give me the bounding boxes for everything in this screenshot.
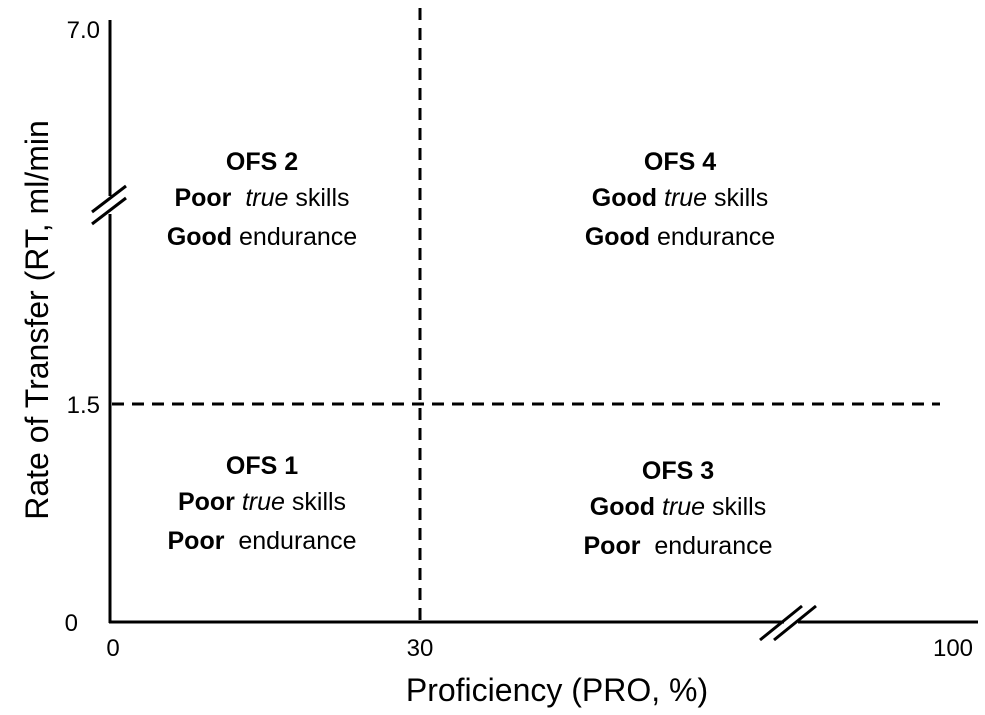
text-segment: Good bbox=[590, 493, 655, 521]
y-axis-title: Rate of Transfer (RT, ml/min bbox=[19, 120, 55, 520]
y-break-mark bbox=[91, 196, 127, 226]
quadrant-labels: OFS 2 Poor true skills Good endurance OFS 4… bbox=[167, 148, 775, 560]
text-segment: Poor bbox=[168, 527, 225, 555]
text-segment: true bbox=[657, 184, 707, 212]
quadrant-title: OFS 3 bbox=[642, 457, 714, 485]
x-tick-label: 100 bbox=[933, 635, 973, 662]
quadrant-line: Poor endurance bbox=[584, 532, 773, 560]
text-segment: endurance bbox=[650, 223, 775, 251]
x-tick-label: 30 bbox=[407, 635, 434, 662]
y-tick-label: 7.0 bbox=[67, 17, 100, 44]
quadrant-line: Poor true skills bbox=[178, 488, 346, 516]
x-axis-title: Proficiency (PRO, %) bbox=[406, 672, 708, 708]
quadrant-line: Good endurance bbox=[167, 223, 357, 251]
quadrant-line: Good endurance bbox=[585, 223, 775, 251]
text-segment: skills bbox=[288, 184, 349, 212]
quadrant-line: Poor true skills bbox=[174, 184, 349, 212]
quadrant-title: OFS 1 bbox=[226, 452, 298, 480]
x-break-mark bbox=[759, 604, 803, 642]
text-segment: true bbox=[235, 488, 285, 516]
y-tick-label: 0 bbox=[65, 610, 78, 637]
x-tick-label: 0 bbox=[106, 635, 119, 662]
y-break-mark bbox=[91, 184, 127, 214]
text-segment: true bbox=[238, 184, 288, 212]
quadrant-title: OFS 2 bbox=[226, 148, 298, 176]
quadrant-line: Poor endurance bbox=[168, 527, 357, 555]
y-break-gap bbox=[96, 196, 124, 214]
text-segment: Good bbox=[585, 223, 650, 251]
text-segment: Poor bbox=[178, 488, 235, 516]
text-segment: Poor bbox=[174, 184, 238, 212]
text-segment: skills bbox=[705, 493, 766, 521]
text-segment: Poor bbox=[584, 532, 641, 560]
text-segment: skills bbox=[707, 184, 768, 212]
quadrant-line: Good true skills bbox=[592, 184, 768, 212]
quadrant-line: Good true skills bbox=[590, 493, 766, 521]
quadrant-title: OFS 4 bbox=[644, 148, 716, 176]
text-segment: endurance bbox=[224, 527, 356, 555]
text-segment: true bbox=[655, 493, 705, 521]
text-segment: Good bbox=[167, 223, 232, 251]
text-segment: Good bbox=[592, 184, 657, 212]
text-segment: endurance bbox=[232, 223, 357, 251]
text-segment: endurance bbox=[640, 532, 772, 560]
x-break-mark bbox=[773, 604, 817, 642]
text-segment: skills bbox=[285, 488, 346, 516]
y-tick-label: 1.5 bbox=[67, 392, 100, 419]
